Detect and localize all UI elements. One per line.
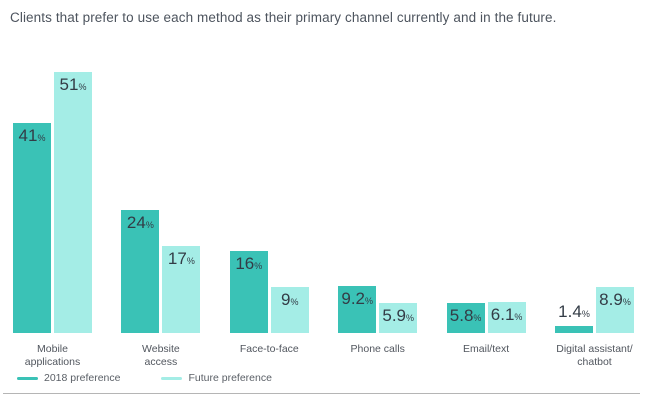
value-label: 41% bbox=[18, 126, 46, 145]
bar-2018-preference-digital-assistant-chatbot: 1.4% bbox=[555, 302, 593, 333]
value-label: 1.4% bbox=[558, 302, 590, 321]
bar-group-5: 5.8% 6.1% bbox=[446, 60, 526, 333]
value-label: 16% bbox=[235, 254, 263, 273]
category-label-phone-calls: Phone calls bbox=[350, 343, 405, 355]
value-label: 8.9% bbox=[599, 290, 631, 309]
chart-title: Clients that prefer to use each method a… bbox=[10, 10, 557, 25]
legend-swatch-2018 bbox=[17, 376, 38, 380]
bar-2018-preference-phone-calls: 9.2% bbox=[338, 286, 377, 333]
legend-item-future-preference: Future preference bbox=[161, 372, 272, 384]
bar-2018-preference-mobile-applications: 41% bbox=[13, 123, 51, 333]
category-label-website-access: Website access bbox=[142, 343, 180, 368]
legend-item-2018-preference: 2018 preference bbox=[17, 372, 120, 384]
bar-group-2: 24% 17% bbox=[121, 60, 201, 333]
bar-future-preference-phone-calls: 5.9% bbox=[379, 303, 418, 333]
value-label: 51% bbox=[59, 75, 87, 94]
bar-future-preference-email-text: 6.1% bbox=[487, 302, 526, 333]
bar-group-6: 1.4% 8.9% bbox=[555, 60, 634, 333]
value-label: 17% bbox=[167, 249, 195, 268]
bar-chart-plot-area: 41% 51% 24% 17% 16% 9% 9.2% 5.9% 5.8% 6.1% 1.4% 8.9… bbox=[0, 60, 647, 394]
value-label: 9% bbox=[281, 290, 299, 309]
category-label-email-text: Email/text bbox=[463, 343, 510, 355]
x-axis-line bbox=[3, 393, 640, 394]
bar-future-preference-mobile-applications: 51% bbox=[54, 72, 92, 333]
bar-group-3: 16% 9% bbox=[229, 60, 309, 333]
category-label-digital-assistant-chatbot: Digital assistant/chatbot bbox=[556, 343, 633, 368]
value-label: 6.1% bbox=[490, 305, 523, 324]
legend-swatch-future bbox=[161, 376, 183, 380]
legend-label-future: Future preference bbox=[188, 372, 272, 384]
bar-group-4: 9.2% 5.9% bbox=[338, 60, 418, 333]
value-label: 24% bbox=[126, 213, 154, 232]
value-label: 5.9% bbox=[382, 306, 415, 325]
bar-future-preference-website-access: 17% bbox=[162, 246, 201, 333]
bar-future-preference-digital-assistant-chatbot: 8.9% bbox=[596, 287, 634, 333]
value-label: 9.2% bbox=[341, 289, 374, 308]
bar-group-1: 41% 51% bbox=[13, 60, 92, 333]
bar-future-preference-face-to-face: 9% bbox=[270, 287, 309, 333]
value-label: 5.8% bbox=[449, 306, 482, 325]
legend-label-2018: 2018 preference bbox=[44, 372, 121, 384]
bar-2018-preference-email-text: 5.8% bbox=[446, 303, 485, 333]
bar-2018-preference-face-to-face: 16% bbox=[229, 251, 268, 333]
category-label-face-to-face: Face-to-face bbox=[239, 343, 299, 355]
chart-legend: 2018 preference Future preference bbox=[17, 372, 272, 384]
category-label-mobile-applications: Mobile applications bbox=[24, 343, 81, 368]
bar-2018-preference-website-access: 24% bbox=[121, 210, 160, 333]
